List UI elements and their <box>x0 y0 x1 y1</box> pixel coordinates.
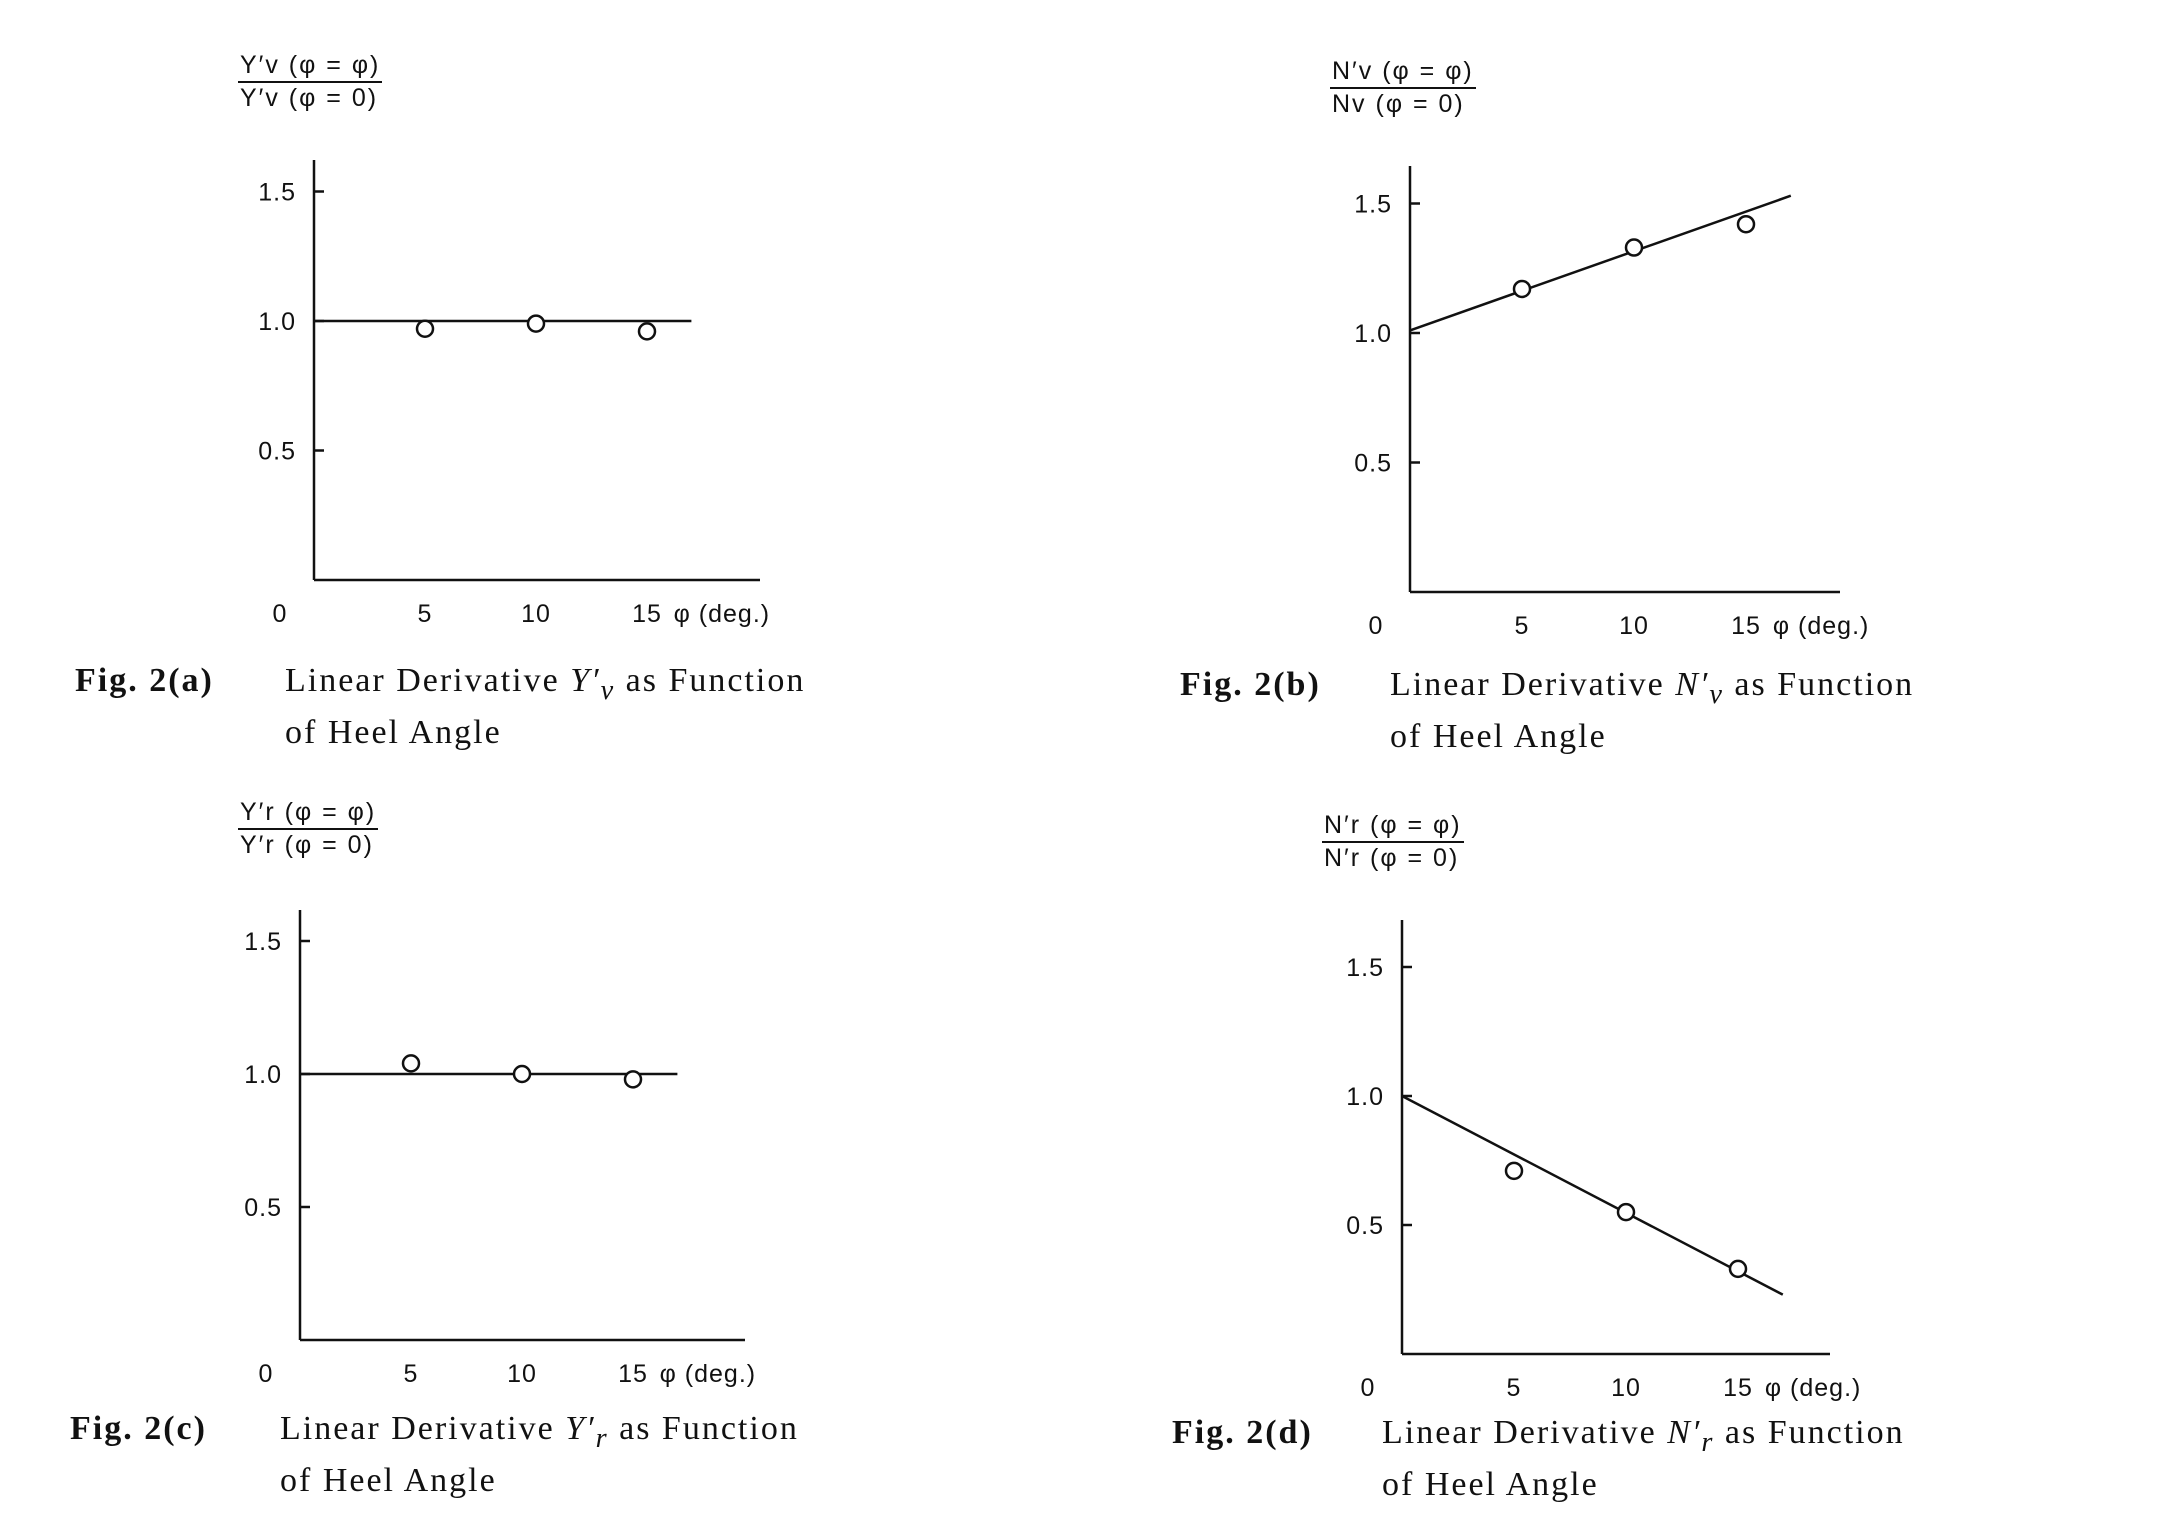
x-tick-label-d-0: 0 <box>1361 1374 1376 1402</box>
x-tick-label-c-0: 0 <box>259 1360 274 1388</box>
data-point-b-0 <box>1512 279 1532 299</box>
y-tick-label-d-1: 1.0 <box>1346 1083 1384 1111</box>
data-point-a-2 <box>637 322 657 341</box>
data-point-c-0 <box>401 1054 421 1073</box>
data-point-c-2 <box>623 1070 643 1089</box>
caption-symbol-c: Y′ <box>565 1410 596 1447</box>
plot-svg-b: 0.5 1.0 1.5 0 5 10 15 φ (deg.) <box>1354 166 1869 640</box>
caption-symbol-b: N′ <box>1675 666 1710 703</box>
y-axis-label-c: Y′r (φ = φ) Y′r (φ = 0) <box>238 797 379 862</box>
y-tick-label-a-1: 1.0 <box>258 308 296 336</box>
fit-line-b <box>1409 194 1792 332</box>
y-tick-label-a-0: 0.5 <box>258 438 296 466</box>
caption-tail-b: as Function <box>1723 666 1915 703</box>
chart-panel-b: N′v (φ = φ) Nv (φ = 0) 0.5 1.0 1.5 0 5 10 15 φ … <box>1180 56 1914 758</box>
x-tick-label-c-3: 15 <box>618 1360 648 1388</box>
y-tick-label-d-2: 1.5 <box>1346 954 1384 982</box>
caption-tail-c: as Function <box>608 1410 799 1447</box>
y-label-denominator-a: Y′v (φ = 0) <box>240 84 379 113</box>
y-label-numerator-d: N′r (φ = φ) <box>1322 810 1464 844</box>
caption-fig-number-d: Fig. 2(d) <box>1172 1414 1313 1451</box>
y-tick-label-d-0: 0.5 <box>1346 1212 1384 1240</box>
x-tick-label-c-1: 5 <box>404 1360 419 1388</box>
caption-fig-number-a: Fig. 2(a) <box>75 662 214 699</box>
y-tick-label-b-0: 0.5 <box>1354 450 1392 478</box>
x-tick-label-d-1: 5 <box>1507 1374 1522 1402</box>
y-tick-label-c-2: 1.5 <box>244 928 282 956</box>
y-tick-label-b-2: 1.5 <box>1354 191 1392 219</box>
x-tick-label-b-3: 15 <box>1731 612 1761 640</box>
x-tick-label-a-1: 5 <box>418 600 433 628</box>
y-label-denominator-c: Y′r (φ = 0) <box>240 831 374 860</box>
data-point-d-2 <box>1728 1259 1748 1279</box>
y-label-denominator-d: N′r (φ = 0) <box>1324 844 1460 873</box>
caption-subscript-a: v <box>600 674 616 706</box>
caption-text-b: Linear Derivative <box>1390 666 1676 703</box>
y-label-numerator-a: Y′v (φ = φ) <box>238 50 383 84</box>
y-label-numerator-b: N′v (φ = φ) <box>1330 56 1476 90</box>
figure-caption-b: Fig. 2(b) Linear Derivative N′v as Functi… <box>1180 664 1914 758</box>
caption-fig-number-c: Fig. 2(c) <box>70 1410 207 1447</box>
y-label-denominator-b: Nv (φ = 0) <box>1332 90 1465 119</box>
y-axis-label-b: N′v (φ = φ) Nv (φ = 0) <box>1330 56 1476 121</box>
x-tick-label-b-0: 0 <box>1369 612 1384 640</box>
x-tick-label-a-3: 15 <box>632 600 662 628</box>
y-tick-label-a-2: 1.5 <box>258 179 296 207</box>
x-tick-label-b-1: 5 <box>1515 612 1530 640</box>
caption-line2-c: of Heel Angle <box>280 1461 497 1499</box>
caption-subscript-b: v <box>1709 678 1724 710</box>
caption-subscript-c: r <box>595 1422 609 1454</box>
y-tick-label-b-1: 1.0 <box>1354 320 1392 348</box>
caption-subscript-d: r <box>1701 1426 1715 1458</box>
caption-text-c: Linear Derivative <box>280 1410 566 1447</box>
caption-symbol-a: Y′ <box>570 662 601 699</box>
caption-text-d: Linear Derivative <box>1382 1414 1668 1451</box>
caption-symbol-d: N′ <box>1667 1414 1702 1451</box>
caption-fig-number-b: Fig. 2(b) <box>1180 666 1321 703</box>
y-tick-label-c-1: 1.0 <box>244 1061 282 1089</box>
chart-panel-c: Y′r (φ = φ) Y′r (φ = 0) 0.5 1.0 1.5 0 5 10 15 φ… <box>70 797 799 1502</box>
data-point-c-1 <box>512 1064 532 1084</box>
x-tick-label-a-2: 10 <box>521 600 551 628</box>
x-axis-label-b: φ (deg.) <box>1773 612 1869 640</box>
x-tick-label-c-2: 10 <box>507 1360 537 1388</box>
data-point-d-0 <box>1504 1161 1524 1181</box>
x-tick-label-d-2: 10 <box>1611 1374 1641 1402</box>
caption-text-a: Linear Derivative <box>285 662 571 699</box>
x-tick-label-a-0: 0 <box>273 600 288 628</box>
x-tick-label-d-3: 15 <box>1723 1374 1753 1402</box>
figure-caption-d: Fig. 2(d) Linear Derivative N′r as Functi… <box>1172 1412 1905 1506</box>
caption-line2-b: of Heel Angle <box>1390 717 1607 755</box>
data-point-d-1 <box>1616 1202 1636 1222</box>
data-point-b-2 <box>1736 214 1756 234</box>
x-axis-label-a: φ (deg.) <box>674 600 770 628</box>
chart-panel-a: Y′v (φ = φ) Y′v (φ = 0) 0.5 1.0 1.5 0 5 10 15 φ… <box>0 0 1090 762</box>
plot-svg-c: 0.5 1.0 1.5 0 5 10 15 φ (deg.) <box>244 910 756 1388</box>
y-axis-label-a: Y′v (φ = φ) Y′v (φ = 0) <box>238 50 383 115</box>
x-axis-label-c: φ (deg.) <box>660 1360 756 1388</box>
y-tick-label-c-0: 0.5 <box>244 1194 282 1222</box>
caption-line2-a: of Heel Angle <box>285 713 502 751</box>
plot-svg-a: 0.5 1.0 1.5 0 5 10 15 φ (deg.) <box>258 160 770 628</box>
figure-caption-a: Fig. 2(a) Linear Derivative Y′v as Functi… <box>75 660 805 754</box>
data-point-a-0 <box>415 319 435 339</box>
x-tick-label-b-2: 10 <box>1619 612 1649 640</box>
y-label-numerator-c: Y′r (φ = φ) <box>238 797 379 831</box>
data-point-b-1 <box>1624 238 1644 257</box>
caption-tail-a: as Function <box>615 662 806 699</box>
data-point-a-1 <box>526 314 546 333</box>
caption-line2-d: of Heel Angle <box>1382 1465 1599 1503</box>
fit-line-d <box>1401 1094 1784 1296</box>
caption-tail-d: as Function <box>1714 1414 1905 1451</box>
y-axis-label-d: N′r (φ = φ) N′r (φ = 0) <box>1322 810 1464 875</box>
figure-caption-c: Fig. 2(c) Linear Derivative Y′r as Functi… <box>70 1408 799 1502</box>
x-axis-label-d: φ (deg.) <box>1765 1374 1861 1402</box>
